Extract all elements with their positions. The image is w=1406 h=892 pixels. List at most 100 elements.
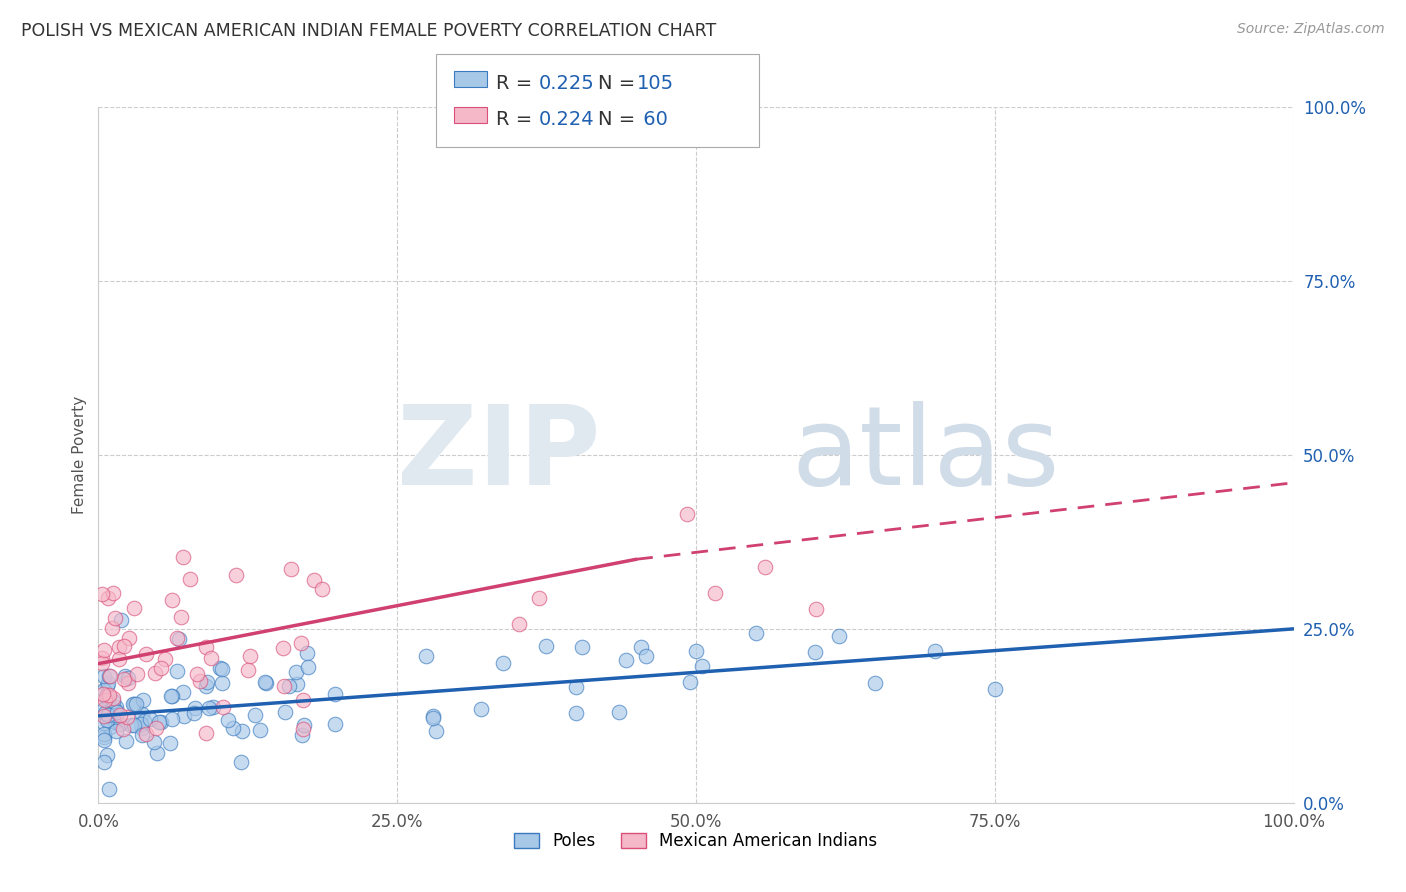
- Point: [285, 665, 308, 680]
- Text: atlas: atlas: [792, 401, 1060, 508]
- Point: [93, 706, 115, 720]
- Point: [110, 613, 132, 627]
- Point: [94, 690, 117, 704]
- Point: [103, 691, 125, 706]
- Point: [924, 644, 946, 658]
- Point: [804, 645, 827, 659]
- Point: [148, 715, 170, 730]
- Point: [96, 747, 118, 762]
- Text: R =: R =: [496, 110, 538, 128]
- Point: [153, 652, 176, 666]
- Point: [865, 676, 887, 690]
- Point: [93, 709, 115, 723]
- Point: [104, 714, 127, 729]
- Point: [160, 712, 183, 726]
- Point: [93, 716, 115, 731]
- Point: [636, 648, 658, 663]
- Point: [292, 718, 315, 732]
- Point: [93, 727, 115, 741]
- Point: [101, 694, 124, 708]
- Point: [111, 722, 134, 736]
- Point: [97, 688, 120, 702]
- Point: [131, 716, 153, 731]
- Point: [828, 629, 851, 643]
- Point: [225, 567, 247, 582]
- Text: N =: N =: [598, 110, 641, 128]
- Point: [323, 687, 346, 701]
- Point: [277, 680, 299, 694]
- Point: [91, 656, 114, 670]
- Point: [422, 711, 444, 725]
- Point: [160, 689, 183, 703]
- Point: [101, 621, 124, 635]
- Point: [118, 631, 141, 645]
- Point: [145, 722, 167, 736]
- Point: [188, 673, 211, 688]
- Point: [143, 665, 166, 680]
- Point: [93, 731, 115, 745]
- Point: [271, 641, 294, 656]
- Point: [239, 648, 262, 663]
- Point: [97, 676, 120, 690]
- Point: [108, 640, 131, 654]
- Point: [97, 591, 120, 605]
- Point: [984, 681, 1007, 696]
- Point: [115, 734, 138, 748]
- Point: [93, 755, 115, 769]
- Point: [211, 662, 233, 676]
- Point: [231, 723, 253, 738]
- Point: [93, 702, 115, 716]
- Point: [676, 507, 699, 521]
- Point: [425, 724, 447, 739]
- Point: [297, 660, 319, 674]
- Point: [110, 708, 132, 723]
- Point: [97, 669, 120, 683]
- Point: [112, 672, 135, 686]
- Point: [311, 582, 333, 596]
- Point: [98, 720, 121, 734]
- Point: [172, 684, 194, 698]
- Point: [94, 693, 117, 707]
- Point: [173, 708, 195, 723]
- Point: [104, 700, 127, 714]
- Point: [97, 708, 120, 723]
- Point: [146, 746, 169, 760]
- Point: [120, 718, 142, 732]
- Point: [150, 715, 173, 730]
- Point: [104, 708, 127, 723]
- Point: [131, 721, 153, 735]
- Point: [616, 653, 638, 667]
- Point: [195, 680, 218, 694]
- Point: [690, 658, 713, 673]
- Point: [470, 702, 492, 716]
- Point: [150, 661, 173, 675]
- Point: [607, 705, 630, 719]
- Point: [93, 643, 115, 657]
- Point: [160, 689, 183, 703]
- Point: [200, 651, 222, 665]
- Point: [110, 717, 132, 731]
- Point: [211, 675, 233, 690]
- Point: [323, 717, 346, 731]
- Point: [302, 574, 325, 588]
- Point: [804, 602, 827, 616]
- Text: 60: 60: [637, 110, 668, 128]
- Point: [91, 587, 114, 601]
- Point: [274, 705, 297, 719]
- Point: [115, 709, 138, 723]
- Point: [183, 706, 205, 721]
- Point: [679, 674, 702, 689]
- Point: [159, 736, 181, 750]
- Text: R =: R =: [496, 74, 538, 93]
- Point: [172, 549, 194, 564]
- Point: [245, 707, 267, 722]
- Text: 105: 105: [637, 74, 673, 93]
- Text: N =: N =: [598, 74, 641, 93]
- Point: [98, 781, 121, 796]
- Point: [254, 676, 277, 690]
- Point: [97, 694, 120, 708]
- Point: [96, 679, 118, 693]
- Point: [135, 647, 157, 661]
- Point: [195, 675, 218, 690]
- Point: [135, 727, 157, 741]
